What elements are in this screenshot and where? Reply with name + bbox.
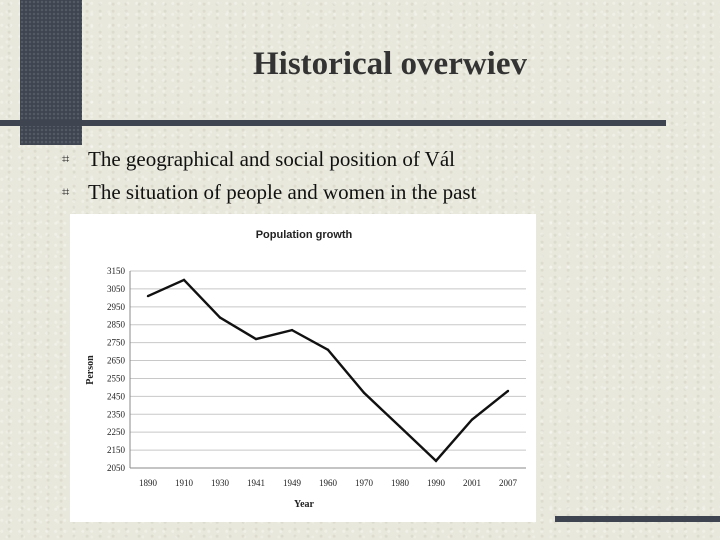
hash-bullet-icon: ⌗ [62, 185, 70, 200]
chart-title: Population growth [256, 229, 353, 241]
data-point [218, 316, 222, 319]
data-point [290, 328, 294, 332]
bullet-text: The geographical and social position of … [88, 147, 456, 171]
x-tick-label: 1910 [175, 478, 194, 488]
bullet-list: ⌗ The geographical and social position o… [62, 143, 476, 209]
y-tick-label: 2350 [107, 409, 126, 419]
data-point [398, 425, 402, 429]
x-tick-label: 1960 [319, 478, 338, 488]
bullet-text: The situation of people and women in the… [88, 180, 477, 204]
y-tick-label: 2750 [107, 338, 126, 348]
x-tick-label: 1970 [355, 478, 374, 488]
y-tick-label: 2550 [107, 373, 126, 383]
x-tick-label: 1980 [391, 478, 410, 488]
y-tick-label: 3050 [107, 284, 126, 294]
chart-svg: Population growth 2050 2150 2250 2350 2450 25… [85, 229, 526, 510]
x-tick-label: 1941 [247, 478, 265, 488]
population-chart: Population growth 2050 2150 2250 2350 2450 25… [70, 214, 536, 522]
y-tick-label: 2250 [107, 427, 126, 437]
data-point [362, 391, 366, 394]
y-tick-label: 2650 [107, 356, 126, 366]
data-point [326, 348, 330, 351]
x-tick-label: 1930 [211, 478, 230, 488]
title-divider [0, 120, 666, 126]
y-tick-label: 2950 [107, 302, 126, 312]
y-tick-label: 3150 [107, 266, 126, 276]
x-tick-label: 1990 [427, 478, 446, 488]
data-point [146, 294, 150, 298]
x-tick-label: 1890 [139, 478, 158, 488]
y-tick-label: 2850 [107, 320, 126, 330]
data-point [506, 389, 510, 393]
x-tick-label: 1949 [283, 478, 302, 488]
y-tick-label: 2050 [107, 463, 126, 473]
slide-title: Historical overwiev [253, 46, 527, 82]
data-point [182, 278, 186, 282]
bottom-decor-rule [555, 516, 720, 522]
x-tick-label: 2007 [499, 478, 518, 488]
y-tick-label: 2150 [107, 445, 126, 455]
x-tick-label: 2001 [463, 478, 481, 488]
data-point [254, 337, 258, 341]
x-axis-label: Year [294, 499, 315, 510]
data-point [434, 459, 438, 463]
bullet-item: ⌗ The situation of people and women in t… [62, 176, 476, 209]
bullet-item: ⌗ The geographical and social position o… [62, 143, 476, 176]
y-axis-label: Person [85, 355, 96, 385]
y-tick-label: 2450 [107, 391, 126, 401]
data-point [470, 418, 474, 421]
hash-bullet-icon: ⌗ [62, 152, 70, 167]
